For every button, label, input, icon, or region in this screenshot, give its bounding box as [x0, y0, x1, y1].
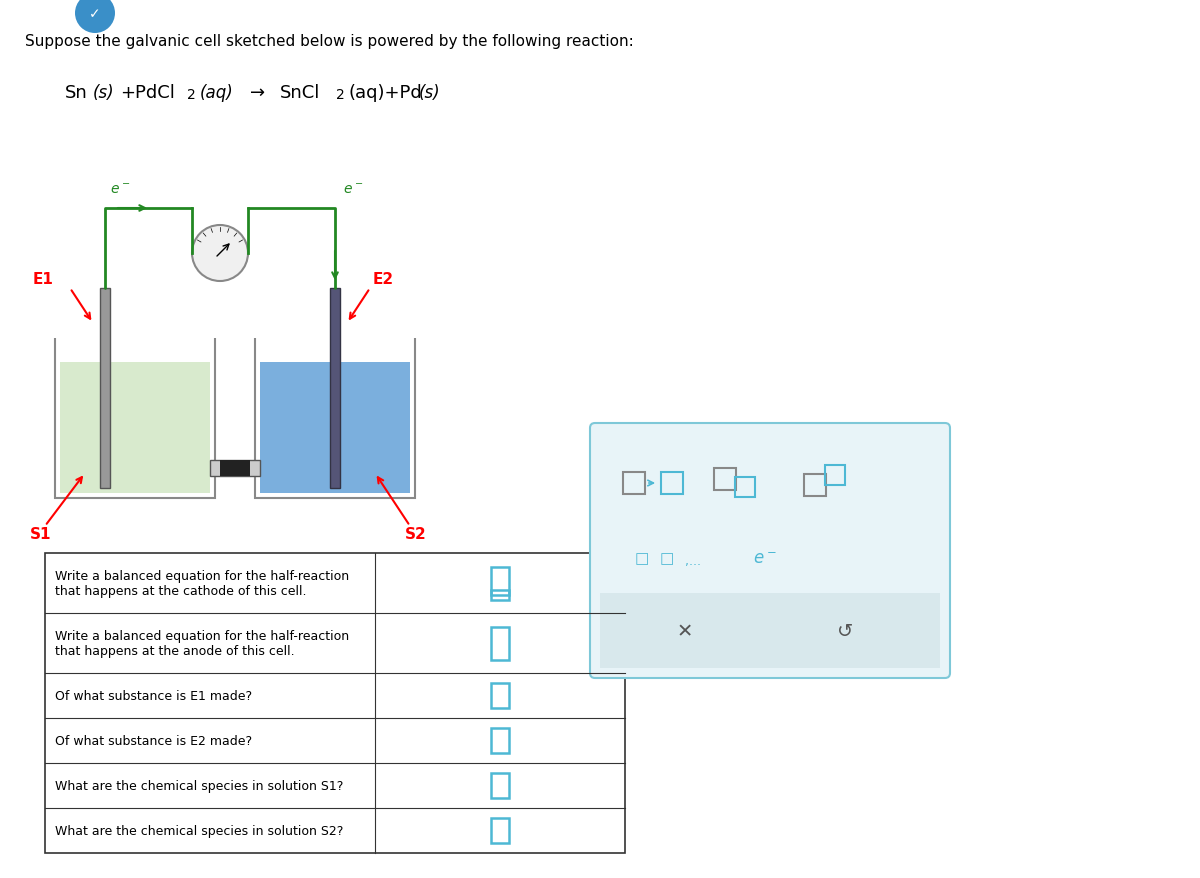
Text: Of what substance is E1 made?: Of what substance is E1 made? — [55, 689, 252, 702]
Text: Write a balanced equation for the half-reaction
that happens at the anode of thi: Write a balanced equation for the half-r… — [55, 630, 349, 658]
Circle shape — [74, 0, 115, 34]
Text: $e^-$: $e^-$ — [343, 183, 364, 197]
Bar — [734, 478, 755, 498]
Text: ,...: ,... — [685, 555, 701, 568]
Bar — [600, 594, 940, 668]
Bar — [330, 289, 340, 488]
Text: S1: S1 — [30, 527, 52, 542]
Bar — [46, 553, 625, 853]
Bar — [491, 728, 509, 753]
Circle shape — [192, 226, 248, 282]
Text: □: □ — [635, 551, 649, 565]
Text: E2: E2 — [373, 271, 394, 287]
Bar — [100, 289, 110, 488]
Text: □: □ — [660, 551, 674, 565]
Text: $e^-$: $e^-$ — [110, 183, 131, 197]
Bar — [210, 460, 260, 477]
Text: (aq)+Pd: (aq)+Pd — [349, 84, 422, 102]
Text: (s): (s) — [94, 84, 115, 102]
Text: E1: E1 — [34, 271, 54, 287]
Polygon shape — [60, 363, 210, 493]
Bar — [491, 774, 509, 798]
Bar — [714, 469, 736, 491]
Text: 2: 2 — [336, 88, 344, 102]
Bar — [491, 567, 509, 600]
Bar — [826, 465, 845, 486]
Text: ↺: ↺ — [836, 622, 853, 640]
Text: (aq): (aq) — [200, 84, 234, 102]
Bar — [491, 627, 509, 659]
Text: +PdCl: +PdCl — [120, 84, 175, 102]
Bar — [220, 460, 250, 477]
Bar — [804, 474, 826, 496]
Text: $e^-$: $e^-$ — [754, 550, 776, 567]
Text: Write a balanced equation for the half-reaction
that happens at the cathode of t: Write a balanced equation for the half-r… — [55, 569, 349, 597]
Text: SnCl: SnCl — [280, 84, 320, 102]
FancyBboxPatch shape — [590, 423, 950, 678]
Text: ✓: ✓ — [89, 7, 101, 21]
Text: S2: S2 — [406, 527, 427, 542]
Text: What are the chemical species in solution S1?: What are the chemical species in solutio… — [55, 779, 343, 792]
Bar — [661, 472, 683, 494]
Polygon shape — [260, 363, 410, 493]
Text: What are the chemical species in solution S2?: What are the chemical species in solutio… — [55, 824, 343, 837]
Bar — [491, 590, 509, 595]
Text: Sn: Sn — [65, 84, 88, 102]
Text: Suppose the galvanic cell sketched below is powered by the following reaction:: Suppose the galvanic cell sketched below… — [25, 34, 634, 49]
Text: ✕: ✕ — [677, 622, 694, 640]
Bar — [491, 818, 509, 843]
Text: (s): (s) — [419, 84, 440, 102]
Bar — [491, 683, 509, 708]
Text: Of what substance is E2 made?: Of what substance is E2 made? — [55, 734, 252, 747]
Bar — [623, 472, 646, 494]
Text: →: → — [250, 84, 265, 102]
Text: 2: 2 — [187, 88, 196, 102]
